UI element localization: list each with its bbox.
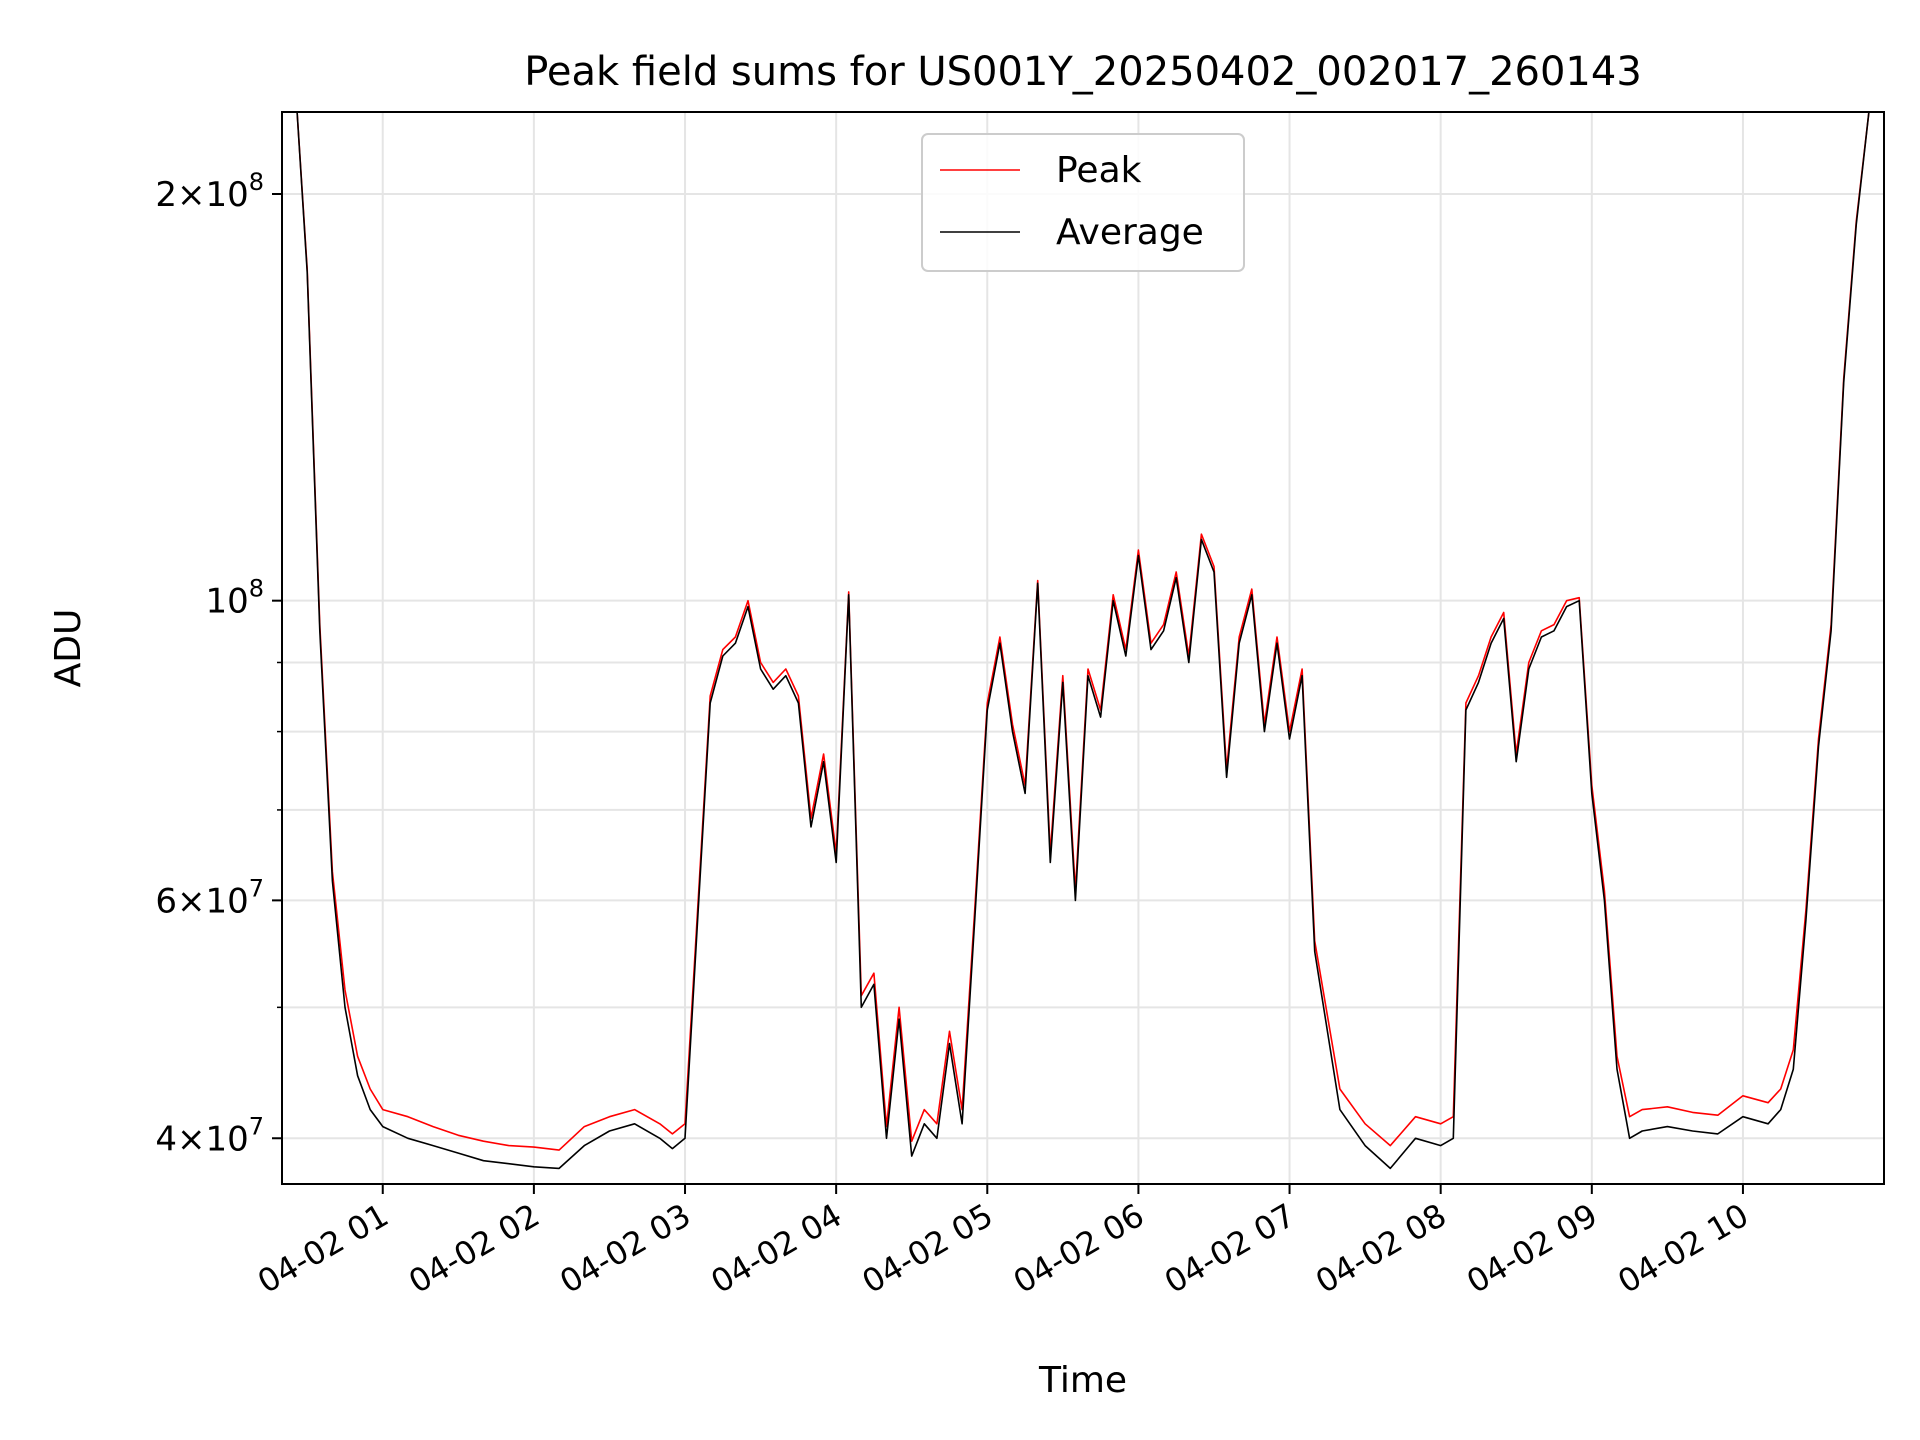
y-tick-label: 2×108 <box>155 168 264 215</box>
legend: Peak Average <box>921 133 1245 272</box>
chart-title: Peak field sums for US001Y_20250402_0020… <box>524 49 1642 95</box>
average-series-line <box>296 112 1870 1170</box>
y-tick-label: 6×107 <box>155 874 264 921</box>
x-axis-label: Time <box>1038 1360 1127 1401</box>
legend-average-label: Average <box>1056 212 1204 253</box>
grid-lines <box>282 112 1884 1184</box>
plot-lines <box>296 112 1870 1170</box>
y-tick-label: 108 <box>205 575 264 622</box>
y-tick-label: 4×107 <box>155 1112 264 1159</box>
legend-box <box>921 133 1245 272</box>
y-axis-ticks: 4×107 6×107 108 2×108 <box>155 168 282 1159</box>
plot-frame <box>281 111 1885 1185</box>
y-axis-label: ADU <box>48 609 89 688</box>
legend-peak-label: Peak <box>1056 150 1142 191</box>
